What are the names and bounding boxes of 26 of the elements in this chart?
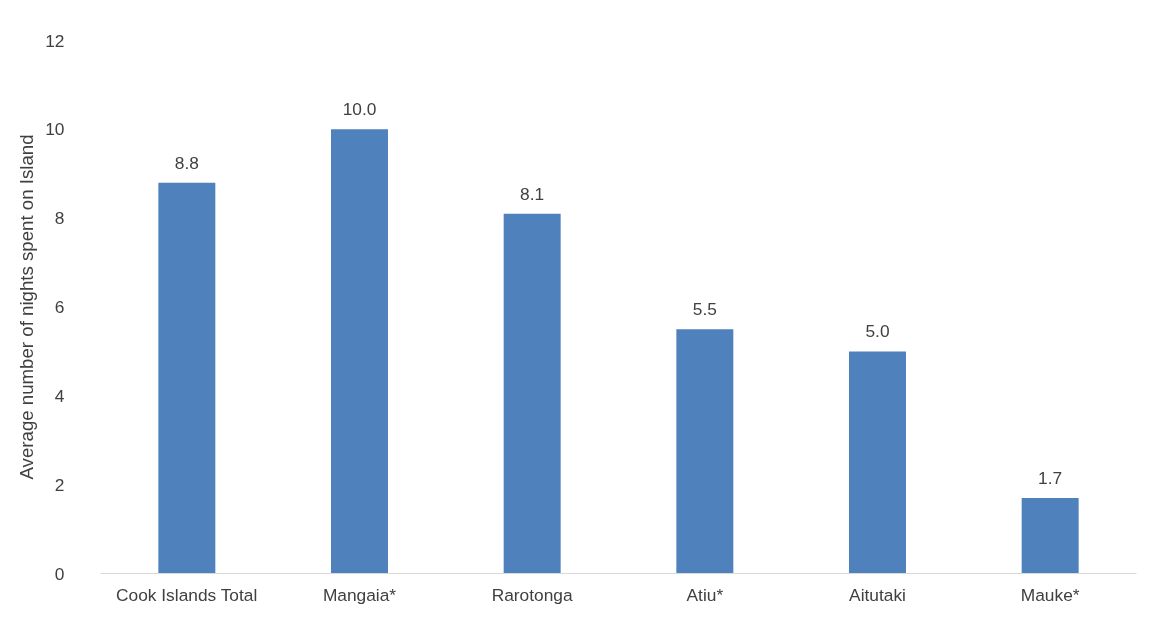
data-label: 5.5 <box>692 299 717 320</box>
data-label: 5.0 <box>865 321 890 342</box>
data-label: 8.1 <box>520 183 545 204</box>
x-tick-label: Cook Islands Total <box>116 584 258 605</box>
bar <box>331 129 388 574</box>
x-tick-label: Aitutaki <box>849 584 906 605</box>
y-tick-label: 2 <box>54 474 65 495</box>
bar <box>849 351 906 574</box>
y-tick-label: 10 <box>45 119 65 140</box>
bar <box>676 329 734 574</box>
x-tick-label: Mauke* <box>1020 584 1080 605</box>
x-tick-label: Atiu* <box>686 584 724 605</box>
bar <box>1021 497 1079 574</box>
data-label: 10.0 <box>342 99 377 120</box>
y-tick-label: 8 <box>54 208 65 229</box>
y-tick-label: 12 <box>45 30 65 51</box>
bar <box>158 182 216 574</box>
x-tick-label: Mangaia* <box>322 584 397 605</box>
bar <box>503 213 561 574</box>
y-tick-label: 6 <box>54 297 65 317</box>
data-label: 8.8 <box>174 152 199 173</box>
y-axis-title: Average number of nights spent on Island <box>16 134 38 480</box>
y-tick-label: 0 <box>54 563 65 584</box>
data-label: 1.7 <box>1038 467 1063 488</box>
x-tick-label: Rarotonga <box>491 584 573 605</box>
y-tick-label: 4 <box>54 385 65 406</box>
